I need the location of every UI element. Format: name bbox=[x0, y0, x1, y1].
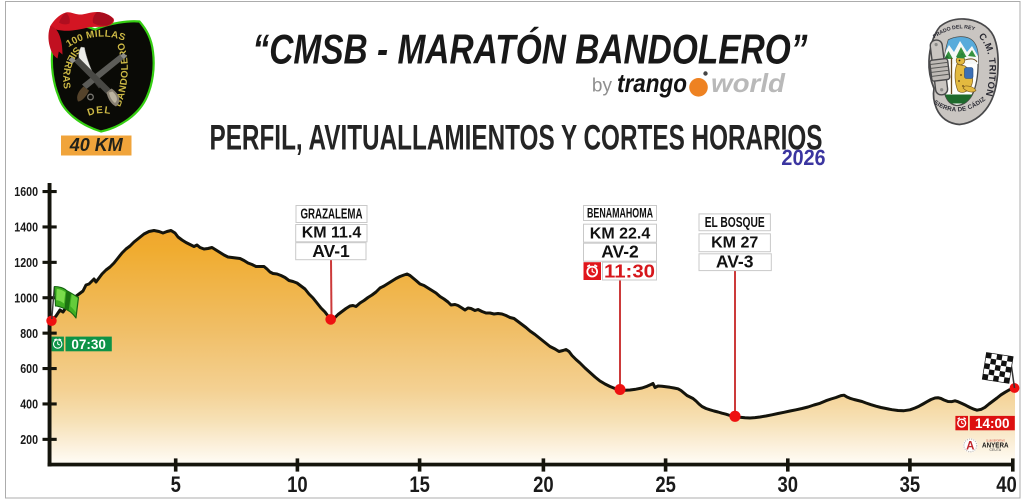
svg-text:A: A bbox=[966, 441, 974, 453]
svg-text:DEL: DEL bbox=[86, 105, 112, 119]
svg-text:15: 15 bbox=[409, 474, 430, 498]
svg-text:1600: 1600 bbox=[14, 184, 38, 199]
svg-text:07:30: 07:30 bbox=[71, 337, 106, 352]
svg-text:400: 400 bbox=[20, 397, 38, 412]
svg-text:EL BOSQUE: EL BOSQUE bbox=[705, 215, 765, 231]
svg-text:5: 5 bbox=[171, 474, 181, 498]
svg-text:KM 22.4: KM 22.4 bbox=[590, 225, 651, 242]
svg-text:600: 600 bbox=[20, 361, 38, 376]
svg-text:2026: 2026 bbox=[781, 146, 826, 170]
svg-text:KM 11.4: KM 11.4 bbox=[302, 225, 362, 242]
svg-text:AV-3: AV-3 bbox=[716, 252, 754, 272]
svg-text:30: 30 bbox=[778, 474, 799, 498]
svg-text:20: 20 bbox=[533, 474, 554, 498]
svg-text:11:30: 11:30 bbox=[604, 261, 655, 282]
svg-text:AV-1: AV-1 bbox=[312, 241, 350, 261]
svg-text:trango: trango bbox=[617, 68, 687, 98]
svg-text:PERFIL, AVITUALLAMIENTOS Y COR: PERFIL, AVITUALLAMIENTOS Y CORTES HORARI… bbox=[210, 119, 823, 158]
svg-text:CEUTA: CEUTA bbox=[990, 447, 1002, 452]
svg-text:world: world bbox=[711, 68, 786, 98]
svg-text:CLUB DEPORTIVO: CLUB DEPORTIVO bbox=[986, 439, 1005, 443]
svg-text:35: 35 bbox=[900, 474, 921, 498]
svg-text:25: 25 bbox=[655, 474, 676, 498]
svg-text:AV-2: AV-2 bbox=[601, 242, 639, 262]
svg-text:KM 27: KM 27 bbox=[711, 235, 758, 252]
svg-text:“CMSB - MARATÓN BANDOLERO”: “CMSB - MARATÓN BANDOLERO” bbox=[253, 26, 808, 73]
svg-text:1400: 1400 bbox=[14, 220, 38, 235]
svg-text:BENAMAHOMA: BENAMAHOMA bbox=[587, 205, 653, 220]
svg-text:by: by bbox=[592, 76, 613, 97]
svg-text:800: 800 bbox=[20, 326, 38, 341]
svg-text:14:00: 14:00 bbox=[975, 416, 1010, 431]
svg-text:ANYERA: ANYERA bbox=[982, 441, 1009, 450]
svg-text:200: 200 bbox=[20, 432, 38, 447]
svg-text:10: 10 bbox=[287, 474, 308, 498]
svg-text:1000: 1000 bbox=[14, 290, 38, 305]
svg-text:40 KM: 40 KM bbox=[69, 135, 124, 155]
svg-text:GRAZALEMA: GRAZALEMA bbox=[301, 206, 363, 222]
svg-text:40: 40 bbox=[996, 474, 1017, 498]
svg-text:1200: 1200 bbox=[14, 255, 38, 270]
